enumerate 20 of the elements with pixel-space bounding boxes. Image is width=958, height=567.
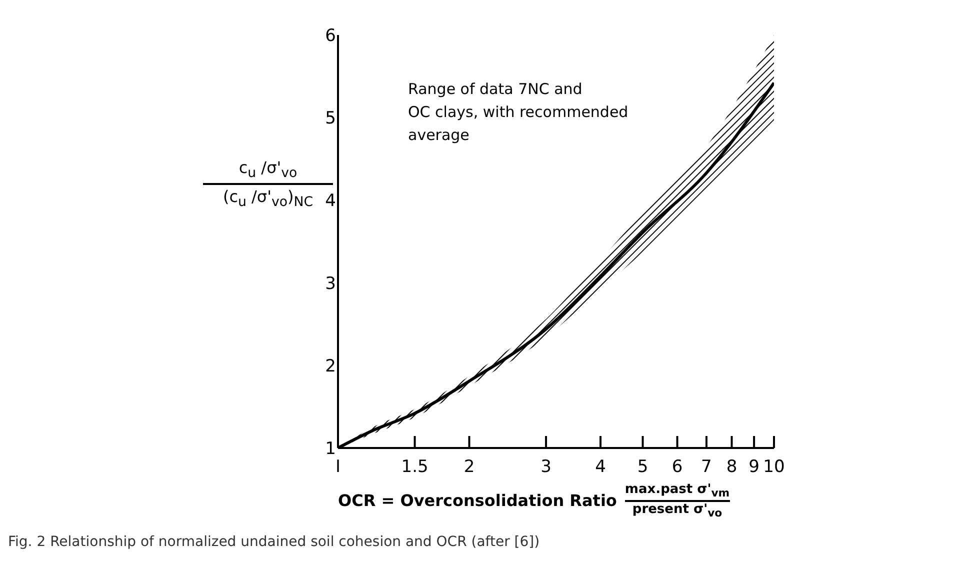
caption: Fig. 2 Relationship of normalized undained soil cohesion and OCR (after [6]) <box>8 534 540 550</box>
x-tick-label: 7 <box>701 457 712 478</box>
x-tick-label: 8 <box>726 457 738 478</box>
text: c$_{u}$ /σ'$_{vo}$ (c$_{u}$ /σ'$_{vo}$)$_{NC}$ <box>222 158 314 210</box>
annotation: Range of data 7NC and OC clays, with recommended average <box>408 80 628 144</box>
x-tick-label: I <box>335 457 341 478</box>
x-tick-label: 9 <box>748 457 760 478</box>
y-tick-label: 4 <box>325 191 336 212</box>
x-tick-label: 5 <box>637 457 648 478</box>
x-tick-label: 4 <box>595 457 606 478</box>
y-tick-label: 5 <box>325 108 336 129</box>
x-tick-label: 6 <box>672 457 683 478</box>
x-tick-label: 10 <box>763 457 785 478</box>
x-tick-label: 1.5 <box>401 457 428 478</box>
y-tick-label: 3 <box>325 274 336 294</box>
x-tick-label: 3 <box>540 457 552 478</box>
y-tick-label: 2 <box>325 356 336 376</box>
x-tick-label: 2 <box>464 457 475 478</box>
y-tick-label: 1 <box>325 439 336 460</box>
y-tick-label: 6 <box>325 26 336 46</box>
